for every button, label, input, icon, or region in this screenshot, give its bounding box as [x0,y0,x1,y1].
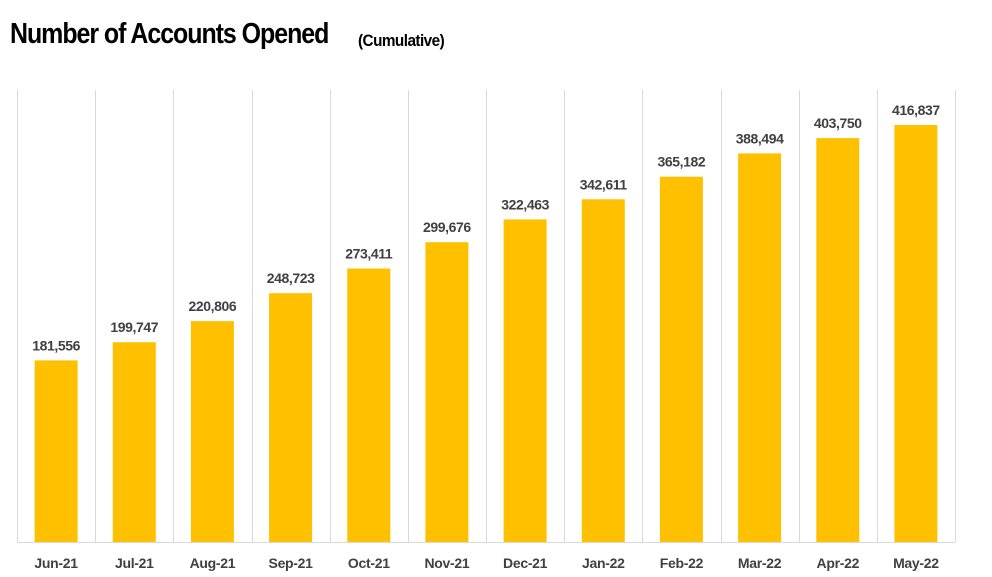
bar-oct-21 [347,268,391,542]
data-label: 403,750 [814,115,862,131]
x-tick-label: Nov-21 [424,555,469,571]
x-tick-label: Jul-21 [115,555,154,571]
x-tick-label: Jan-22 [582,555,625,571]
bar-mar-22 [738,153,782,542]
bar-aug-21 [190,321,234,542]
data-labels: 181,556 199,747 220,806 248,723 273,411 299,6… [32,102,941,353]
data-label: 342,611 [580,176,628,192]
bar-dec-21 [503,219,547,542]
bar-jul-21 [112,342,156,542]
x-tick-label: Mar-22 [738,555,782,571]
data-label: 220,806 [188,298,236,314]
data-label: 299,676 [423,219,471,235]
x-tick-label: Jun-21 [34,555,78,571]
x-tick-label: Feb-22 [660,555,704,571]
data-label: 322,463 [501,196,549,212]
data-label: 273,411 [345,246,393,262]
data-label: 248,723 [267,270,315,286]
x-tick-label: May-22 [893,555,939,571]
x-axis-tick-labels: Jun-21 Jul-21 Aug-21 Sep-21 Oct-21 Nov-21 Dec-… [34,555,939,571]
bar-apr-22 [816,138,860,542]
bar-jan-22 [581,199,625,543]
bar-jun-21 [34,360,78,542]
bar-nov-21 [425,242,469,542]
chart-subtitle: (Cumulative) [358,31,445,50]
data-label: 199,747 [110,319,158,335]
x-tick-label: Oct-21 [348,555,390,571]
x-tick-label: Apr-22 [817,555,860,571]
x-tick-label: Dec-21 [503,555,548,571]
chart-title: Number of Accounts Opened [10,18,329,50]
gridlines [17,90,956,543]
bars [34,125,938,543]
bar-feb-22 [659,176,703,542]
data-label: 388,494 [736,130,784,146]
x-tick-label: Sep-21 [269,555,314,571]
data-label: 181,556 [32,337,80,353]
x-tick-label: Aug-21 [190,555,236,571]
data-label: 365,182 [657,154,705,170]
chart-title-row: Number of Accounts Opened (Cumulative) [10,18,445,51]
bar-may-22 [894,125,938,542]
data-label: 416,837 [892,102,940,118]
bar-sep-21 [269,293,313,542]
